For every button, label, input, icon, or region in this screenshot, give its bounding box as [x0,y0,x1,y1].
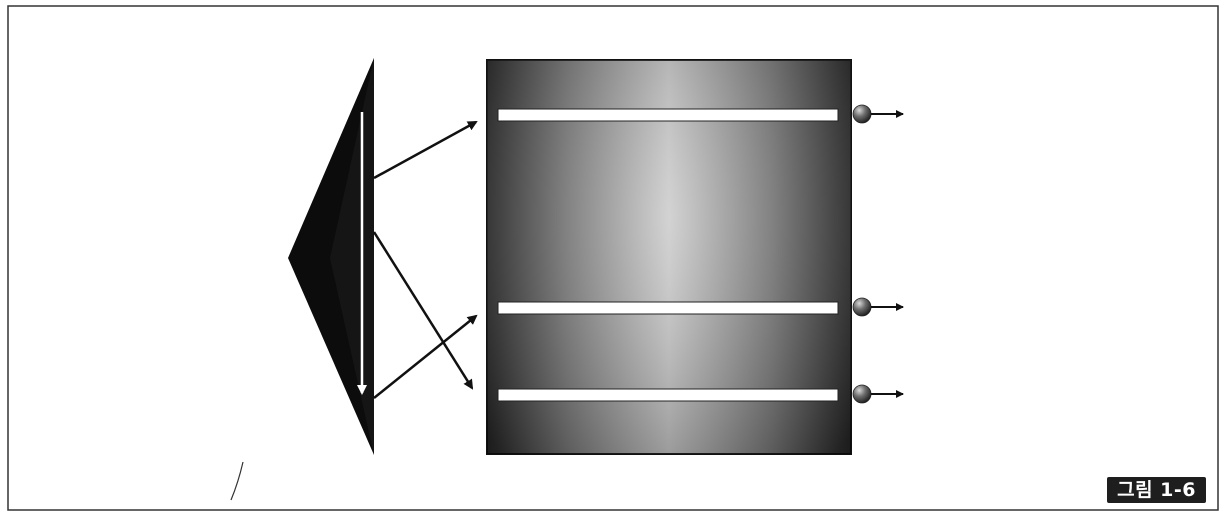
ray-upper-to-top-slit [373,120,478,180]
output-particle-middle [852,297,904,317]
ray-lower-to-middle-slit [373,314,478,399]
particle-icon [852,297,872,317]
slit-top [497,108,839,122]
ray-upper-to-bottom-slit [372,231,474,390]
slit-bottom [497,388,839,402]
figure-label: 그림 1-6 [1107,477,1206,503]
slit-middle [497,301,839,315]
particle-icon [852,384,872,404]
scan-artifact-mark [230,461,244,501]
particle-icon [852,104,872,124]
figure-border [7,5,1219,511]
detector-panel-shading [487,60,851,454]
output-particle-bottom [852,384,904,404]
output-particle-top [852,104,904,124]
